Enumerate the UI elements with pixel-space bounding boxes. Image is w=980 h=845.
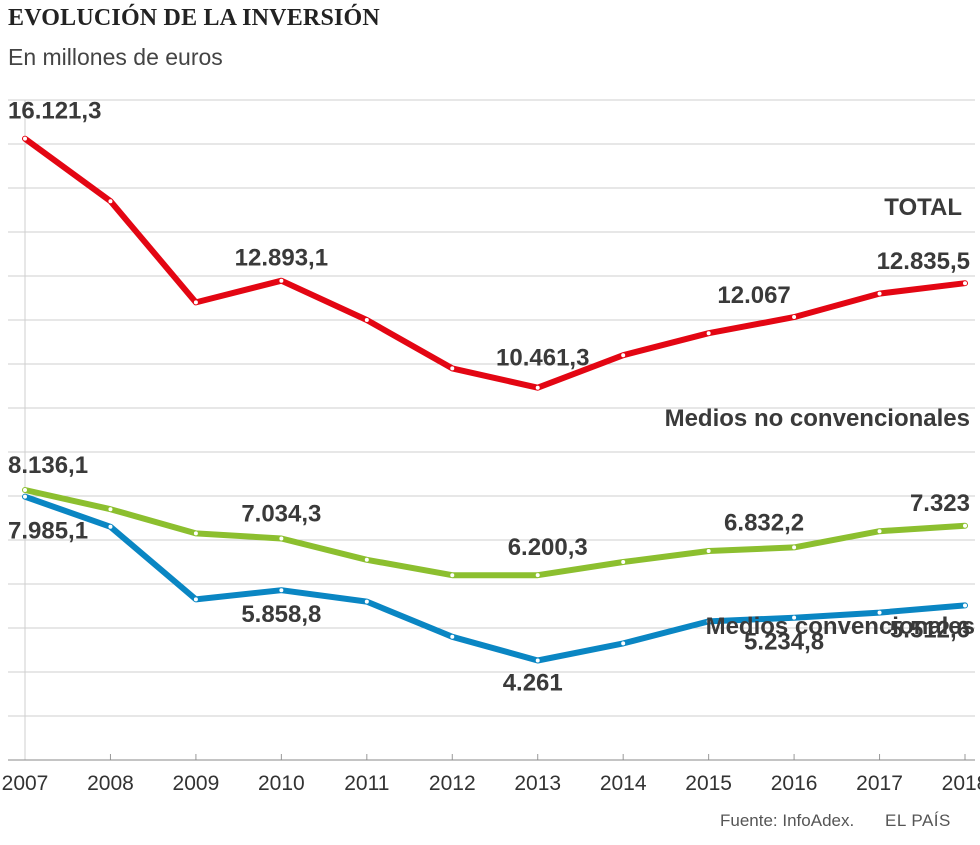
data-point <box>450 366 455 371</box>
data-point <box>279 588 284 593</box>
data-point <box>792 545 797 550</box>
data-point <box>23 136 27 141</box>
x-tick-label: 2016 <box>771 772 818 795</box>
data-label: 10.461,3 <box>496 345 589 372</box>
data-point <box>23 488 27 493</box>
source-note: Fuente: InfoAdex. <box>720 811 855 830</box>
data-label: 5.234,8 <box>744 629 824 656</box>
data-label: 7.985,1 <box>8 518 88 545</box>
data-label: 16.121,3 <box>8 98 101 125</box>
data-point <box>792 615 797 620</box>
data-point <box>193 597 198 602</box>
x-tick-label: 2009 <box>173 772 220 795</box>
data-point <box>108 507 113 512</box>
data-point <box>193 300 198 305</box>
x-tick-label: 2017 <box>856 772 903 795</box>
data-label: 5.512,6 <box>890 616 970 643</box>
data-label: 7.034,3 <box>241 500 321 527</box>
data-point <box>706 331 711 336</box>
series-line <box>22 487 968 579</box>
data-point <box>193 531 198 536</box>
data-point <box>621 641 626 646</box>
series-line <box>22 493 968 664</box>
data-point <box>963 523 967 528</box>
data-point <box>621 353 626 358</box>
data-label: 12.067 <box>717 282 790 309</box>
data-point <box>364 557 369 562</box>
series-name-label: Medios convencionales <box>706 613 975 640</box>
data-point <box>535 573 540 578</box>
data-point <box>108 524 113 529</box>
data-point <box>963 603 967 608</box>
chart-title: EVOLUCIÓN DE LA INVERSIÓN <box>8 5 380 31</box>
data-point <box>108 199 113 204</box>
data-label: 4.261 <box>503 670 563 697</box>
x-tick-label: 2010 <box>258 772 305 795</box>
x-tick-label: 2015 <box>685 772 732 795</box>
series-name-label: TOTAL <box>884 194 962 221</box>
data-point <box>877 610 882 615</box>
data-point <box>535 658 540 663</box>
data-point <box>877 291 882 296</box>
series-line <box>22 135 968 391</box>
data-label: 12.835,5 <box>877 248 970 275</box>
data-point <box>792 315 797 320</box>
x-tick-label: 2012 <box>429 772 476 795</box>
series-name-label: Medios no convencionales <box>665 405 970 432</box>
data-label: 8.136,1 <box>8 452 88 479</box>
x-tick-label: 2007 <box>2 772 49 795</box>
data-label: 6.200,3 <box>508 534 588 561</box>
data-point <box>279 536 284 541</box>
data-point <box>364 599 369 604</box>
data-label: 6.832,2 <box>724 509 804 536</box>
brand-label: EL PAÍS <box>885 811 951 830</box>
data-point <box>706 549 711 553</box>
data-point <box>450 634 455 639</box>
x-tick-label: 2018 <box>942 772 980 795</box>
x-tick-label: 2014 <box>600 772 647 795</box>
data-point <box>963 281 967 286</box>
x-tick-label: 2011 <box>344 772 389 795</box>
data-point <box>364 318 369 322</box>
data-point <box>535 385 540 390</box>
data-label: 12.893,1 <box>235 245 328 272</box>
data-point <box>23 494 27 499</box>
x-tick-label: 2008 <box>87 772 134 795</box>
data-point <box>621 560 626 564</box>
chart-subtitle: En millones de euros <box>8 44 223 70</box>
data-point <box>706 619 711 624</box>
data-point <box>279 278 284 283</box>
data-point <box>877 529 882 534</box>
data-point <box>450 573 455 578</box>
data-label: 5.858,8 <box>241 601 321 628</box>
x-tick-label: 2013 <box>514 772 561 795</box>
data-label: 7.323 <box>910 490 970 517</box>
